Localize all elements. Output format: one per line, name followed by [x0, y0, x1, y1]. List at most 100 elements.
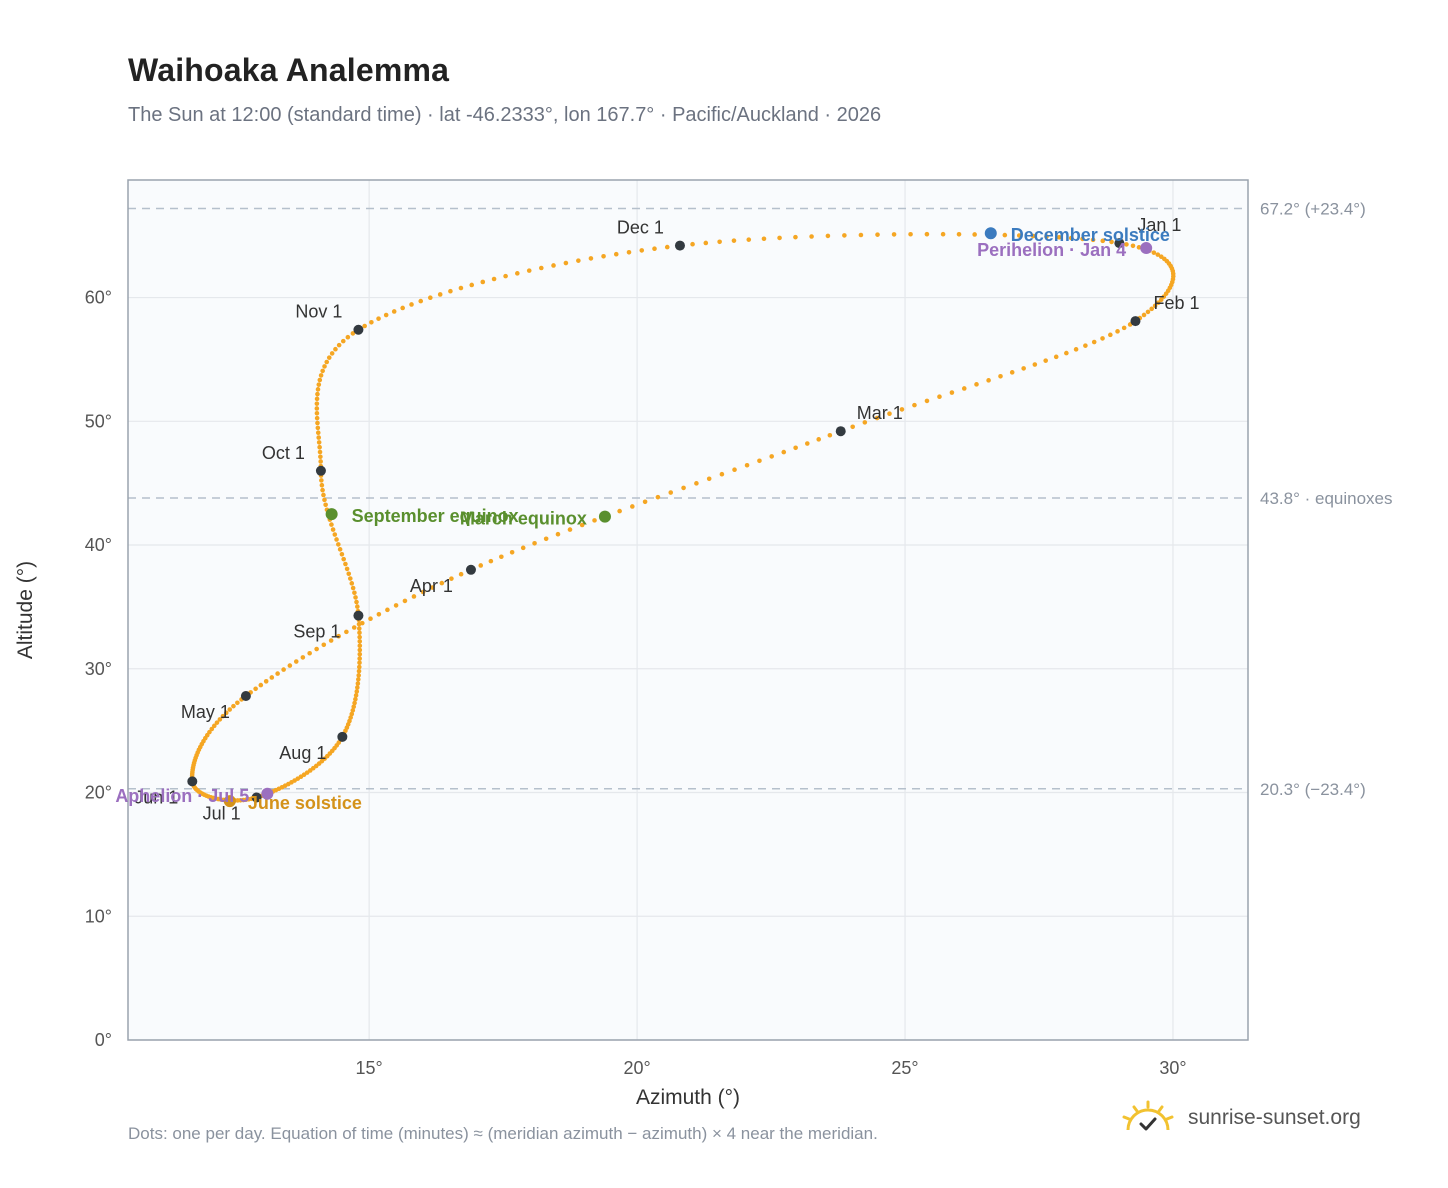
- daily-dot: [579, 522, 585, 528]
- month-marker-dot: [315, 465, 326, 476]
- daily-dot: [567, 527, 573, 532]
- daily-dot: [924, 398, 930, 404]
- daily-dot: [1124, 242, 1129, 247]
- daily-dot: [681, 485, 686, 491]
- daily-dot: [731, 238, 737, 243]
- daily-dot: [235, 700, 240, 706]
- daily-dot: [617, 508, 622, 514]
- y-tick-label: 20°: [85, 783, 112, 803]
- daily-dot: [357, 634, 362, 640]
- chart-title: Waihoaka Analemma: [128, 52, 450, 88]
- plot-frame: [127, 179, 1249, 1041]
- daily-dot: [332, 532, 338, 537]
- daily-dot: [353, 693, 359, 698]
- daily-dot: [369, 319, 374, 325]
- daily-dot: [652, 246, 657, 252]
- daily-dot: [908, 231, 913, 237]
- daily-dot: [1115, 329, 1120, 334]
- daily-dot: [315, 420, 320, 426]
- daily-dot: [809, 234, 814, 239]
- event-marker-dot: [598, 510, 611, 523]
- daily-dot: [1156, 300, 1161, 306]
- daily-dot: [449, 576, 454, 581]
- daily-dot: [321, 642, 327, 648]
- daily-dot: [315, 391, 320, 397]
- daily-dot: [793, 445, 798, 451]
- daily-dot: [319, 482, 325, 488]
- reference-lines: 67.2° (+23.4°) 43.8° · equinoxes 20.3° (−2…: [128, 199, 1393, 799]
- daily-dot: [253, 686, 258, 692]
- daily-dot: [437, 292, 443, 297]
- daily-dot: [341, 556, 346, 562]
- daily-dot: [887, 411, 892, 416]
- month-marker-label: Dec 1: [617, 218, 664, 238]
- daily-dot: [1141, 312, 1147, 318]
- daily-dot: [1064, 350, 1069, 356]
- daily-dot: [287, 663, 293, 668]
- event-marker-label: September equinox: [352, 506, 519, 526]
- daily-dot: [383, 312, 389, 318]
- daily-dot: [356, 677, 361, 682]
- daily-dot: [376, 316, 381, 321]
- daily-dot: [314, 646, 319, 652]
- daily-dot: [315, 387, 321, 392]
- daily-dot: [1030, 233, 1036, 239]
- daily-dot: [576, 258, 581, 263]
- daily-dot: [314, 406, 320, 411]
- y-tick-label: 40°: [85, 535, 112, 555]
- daily-dot: [757, 458, 762, 464]
- daily-dot: [323, 502, 328, 508]
- daily-dot: [281, 667, 286, 672]
- daily-dot: [1056, 234, 1062, 240]
- daily-dot: [217, 717, 223, 722]
- month-marker-label: Nov 1: [295, 302, 342, 322]
- daily-dot: [986, 378, 991, 383]
- daily-dot: [352, 700, 357, 706]
- daily-dot: [324, 359, 330, 365]
- daily-dot: [555, 531, 561, 537]
- month-marker-dot: [465, 564, 476, 575]
- event-marker-label: March equinox: [460, 509, 587, 529]
- daily-dot: [842, 233, 847, 238]
- daily-dot: [352, 590, 357, 596]
- month-marker-label: Sep 1: [293, 622, 340, 642]
- daily-dot: [328, 638, 334, 643]
- daily-dot: [956, 231, 962, 237]
- daily-dot: [430, 585, 435, 590]
- daily-dot: [1009, 370, 1015, 375]
- x-tick-label: 15°: [356, 1058, 383, 1078]
- daily-dot: [974, 382, 979, 387]
- month-marker-dot: [353, 610, 364, 621]
- reference-line-label: 20.3° (−23.4°): [1260, 780, 1366, 799]
- daily-dot: [368, 616, 373, 622]
- daily-dot: [1100, 238, 1106, 244]
- x-tick-label: 25°: [891, 1058, 918, 1078]
- daily-dot: [1091, 339, 1097, 345]
- daily-dot: [357, 639, 363, 644]
- daily-dot: [411, 594, 417, 599]
- daily-dot: [354, 599, 359, 605]
- daily-dot: [344, 629, 349, 635]
- daily-dot: [1044, 234, 1049, 239]
- daily-dot: [899, 407, 905, 412]
- daily-dot: [314, 396, 320, 402]
- month-markers: Jan 1 Feb 1 Mar 1 Apr 1 May 1 Jun 1 Jul 1 Aug 1…: [134, 215, 1199, 823]
- daily-dot: [400, 305, 405, 311]
- daily-dot: [588, 256, 594, 261]
- daily-dot: [1016, 233, 1022, 238]
- daily-dot: [961, 386, 967, 391]
- daily-dot: [1100, 336, 1105, 341]
- month-marker-dot: [1114, 238, 1125, 249]
- daily-dot: [874, 415, 880, 421]
- brand-logo: sunrise-sunset.org: [1120, 1100, 1361, 1136]
- y-tick-label: 60°: [85, 288, 112, 308]
- month-marker-label: Jun 1: [134, 787, 178, 807]
- daily-dot: [694, 481, 699, 486]
- month-marker-dot: [187, 776, 198, 787]
- y-tick-label: 50°: [85, 411, 112, 431]
- daily-dot: [409, 302, 414, 307]
- daily-dot: [420, 589, 426, 595]
- daily-dot: [1136, 245, 1142, 250]
